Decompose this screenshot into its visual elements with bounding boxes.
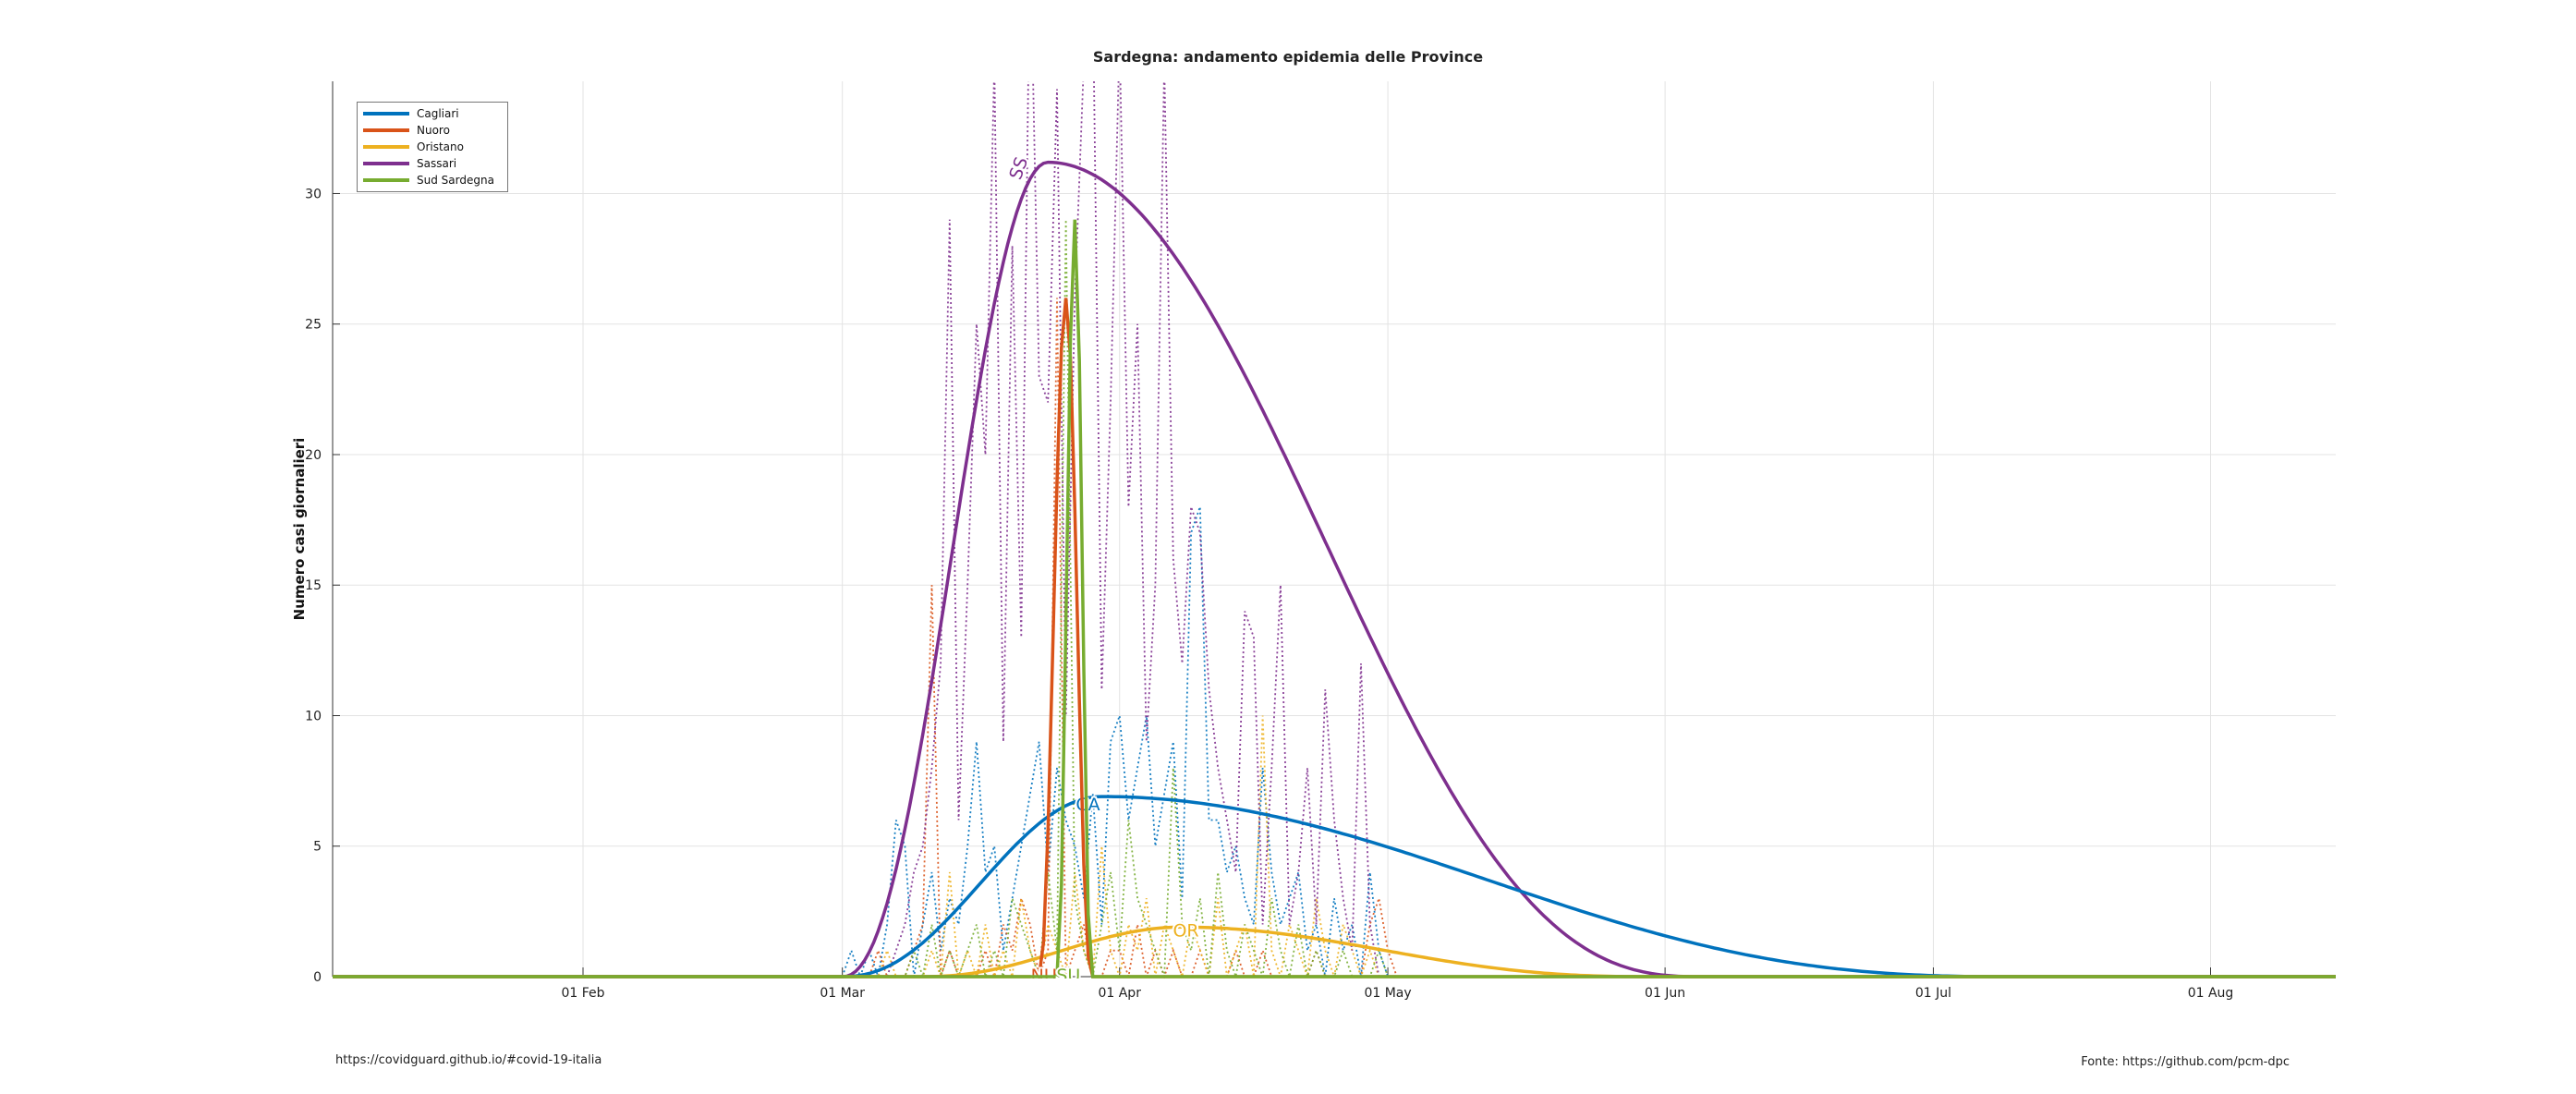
fit-curve-su bbox=[333, 219, 2336, 979]
x-tick-label: 01 Mar bbox=[820, 986, 865, 1001]
legend-item: Sassari bbox=[363, 155, 502, 172]
legend-swatch bbox=[363, 128, 409, 132]
daily-line-su bbox=[842, 219, 1406, 979]
x-tick-label: 01 Jun bbox=[1645, 986, 1685, 1001]
x-tick-label: 01 Aug bbox=[2188, 986, 2234, 1001]
daily-line-ss bbox=[878, 81, 1389, 978]
daily-line-or bbox=[842, 715, 1406, 979]
legend-item: Sud Sardegna bbox=[363, 172, 502, 188]
y-tick-label: 0 bbox=[313, 970, 322, 985]
fit-curve-or bbox=[333, 925, 2336, 979]
legend-item: Oristano bbox=[363, 139, 502, 155]
fit-curve-ca bbox=[333, 795, 2336, 979]
y-tick-label: 15 bbox=[305, 578, 322, 593]
daily-series bbox=[841, 81, 1406, 979]
fit-curve-nu bbox=[333, 298, 2336, 979]
legend-label: Nuoro bbox=[417, 124, 450, 137]
legend-item: Cagliari bbox=[363, 105, 502, 122]
legend-label: Sud Sardegna bbox=[417, 174, 494, 187]
legend-label: Cagliari bbox=[417, 107, 459, 120]
y-tick-label: 30 bbox=[305, 187, 322, 201]
x-tick-label: 01 May bbox=[1364, 986, 1411, 1001]
grid-lines bbox=[333, 81, 2336, 978]
daily-line-ca bbox=[841, 506, 1406, 979]
axes bbox=[332, 81, 2336, 978]
chart-title: Sardegna: andamento epidemia delle Provi… bbox=[1092, 48, 1484, 66]
fit-curve-ss bbox=[333, 160, 2336, 979]
legend-swatch bbox=[363, 162, 409, 165]
source-url[interactable]: https://covidguard.github.io/#covid-19-i… bbox=[335, 1053, 602, 1067]
legend-label: Oristano bbox=[417, 140, 464, 153]
legend-item: Nuoro bbox=[363, 122, 502, 139]
y-tick-label: 20 bbox=[305, 448, 322, 463]
curve-label-or: OR bbox=[1173, 920, 1198, 941]
y-tick-label: 10 bbox=[305, 709, 322, 723]
daily-line-nu bbox=[842, 298, 1406, 979]
legend-swatch bbox=[363, 145, 409, 149]
x-tick-label: 01 Apr bbox=[1098, 986, 1141, 1001]
legend-label: Sassari bbox=[417, 157, 457, 170]
y-tick-label: 5 bbox=[313, 840, 322, 855]
x-tick-label: 01 Feb bbox=[561, 986, 604, 1001]
curve-label-ss: SS bbox=[1005, 154, 1032, 182]
legend: Cagliari Nuoro Oristano Sassari Sud Sardegna bbox=[357, 102, 508, 192]
tick-labels: 0 5 10 15 20 25 30 01 Feb 01 Mar 01 Apr 01 May 01 J… bbox=[291, 187, 2233, 1001]
y-tick-label: 25 bbox=[305, 318, 322, 333]
y-axis-label: Numero casi giornalieri bbox=[291, 438, 308, 621]
legend-swatch bbox=[363, 178, 409, 182]
x-tick-label: 01 Jul bbox=[1915, 986, 1951, 1001]
data-source[interactable]: Fonte: https://github.com/pcm-dpc bbox=[2081, 1055, 2290, 1069]
curve-label-su: SU bbox=[1056, 966, 1080, 986]
legend-swatch bbox=[363, 112, 409, 115]
